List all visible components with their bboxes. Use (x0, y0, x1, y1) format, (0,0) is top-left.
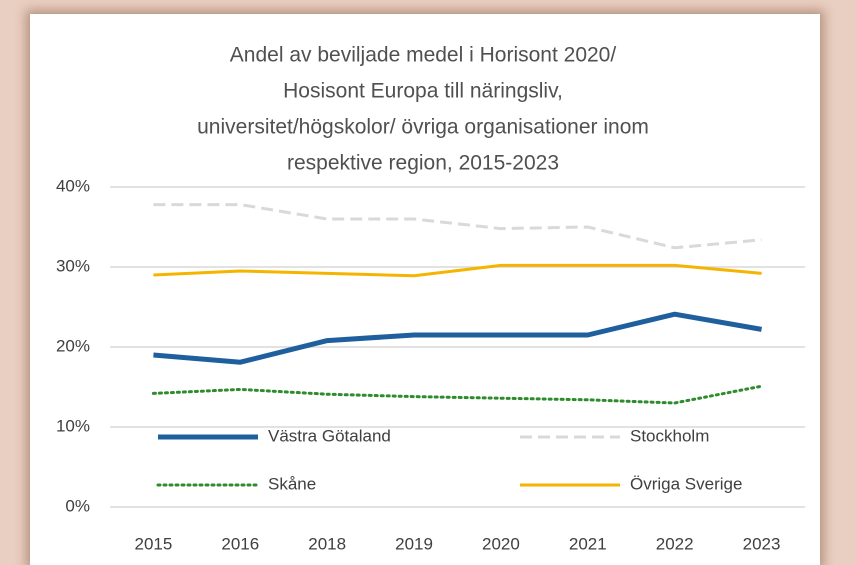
x-tick-label: 2016 (221, 534, 259, 553)
y-tick-label: 10% (56, 416, 90, 435)
x-tick-label: 2023 (743, 534, 781, 553)
chart-title: respektive region, 2015-2023 (287, 152, 559, 175)
x-tick-label: 2015 (135, 534, 173, 553)
x-tick-label: 2020 (482, 534, 520, 553)
y-tick-label: 40% (56, 176, 90, 195)
x-tick-label: 2018 (308, 534, 346, 553)
legend-label: Skåne (268, 474, 316, 493)
x-tick-label: 2019 (395, 534, 433, 553)
legend-label: Övriga Sverige (630, 474, 742, 493)
series-line (153, 263, 762, 278)
y-tick-label: 20% (56, 336, 90, 355)
series-line (153, 203, 762, 250)
x-tick-label: 2022 (656, 534, 694, 553)
chart-panel (30, 14, 820, 565)
y-tick-label: 30% (56, 256, 90, 275)
series-line (151, 384, 764, 405)
chart-title: Andel av beviljade medel i Horisont 2020… (230, 44, 617, 67)
legend-label: Västra Götaland (268, 426, 391, 445)
x-tick-label: 2021 (569, 534, 607, 553)
y-tick-label: 0% (65, 496, 90, 515)
legend-label: Stockholm (630, 426, 709, 445)
chart-title: Hosisont Europa till näringsliv, (283, 80, 563, 103)
series-line (153, 311, 762, 365)
chart-title: universitet/högskolor/ övriga organisati… (197, 116, 649, 139)
